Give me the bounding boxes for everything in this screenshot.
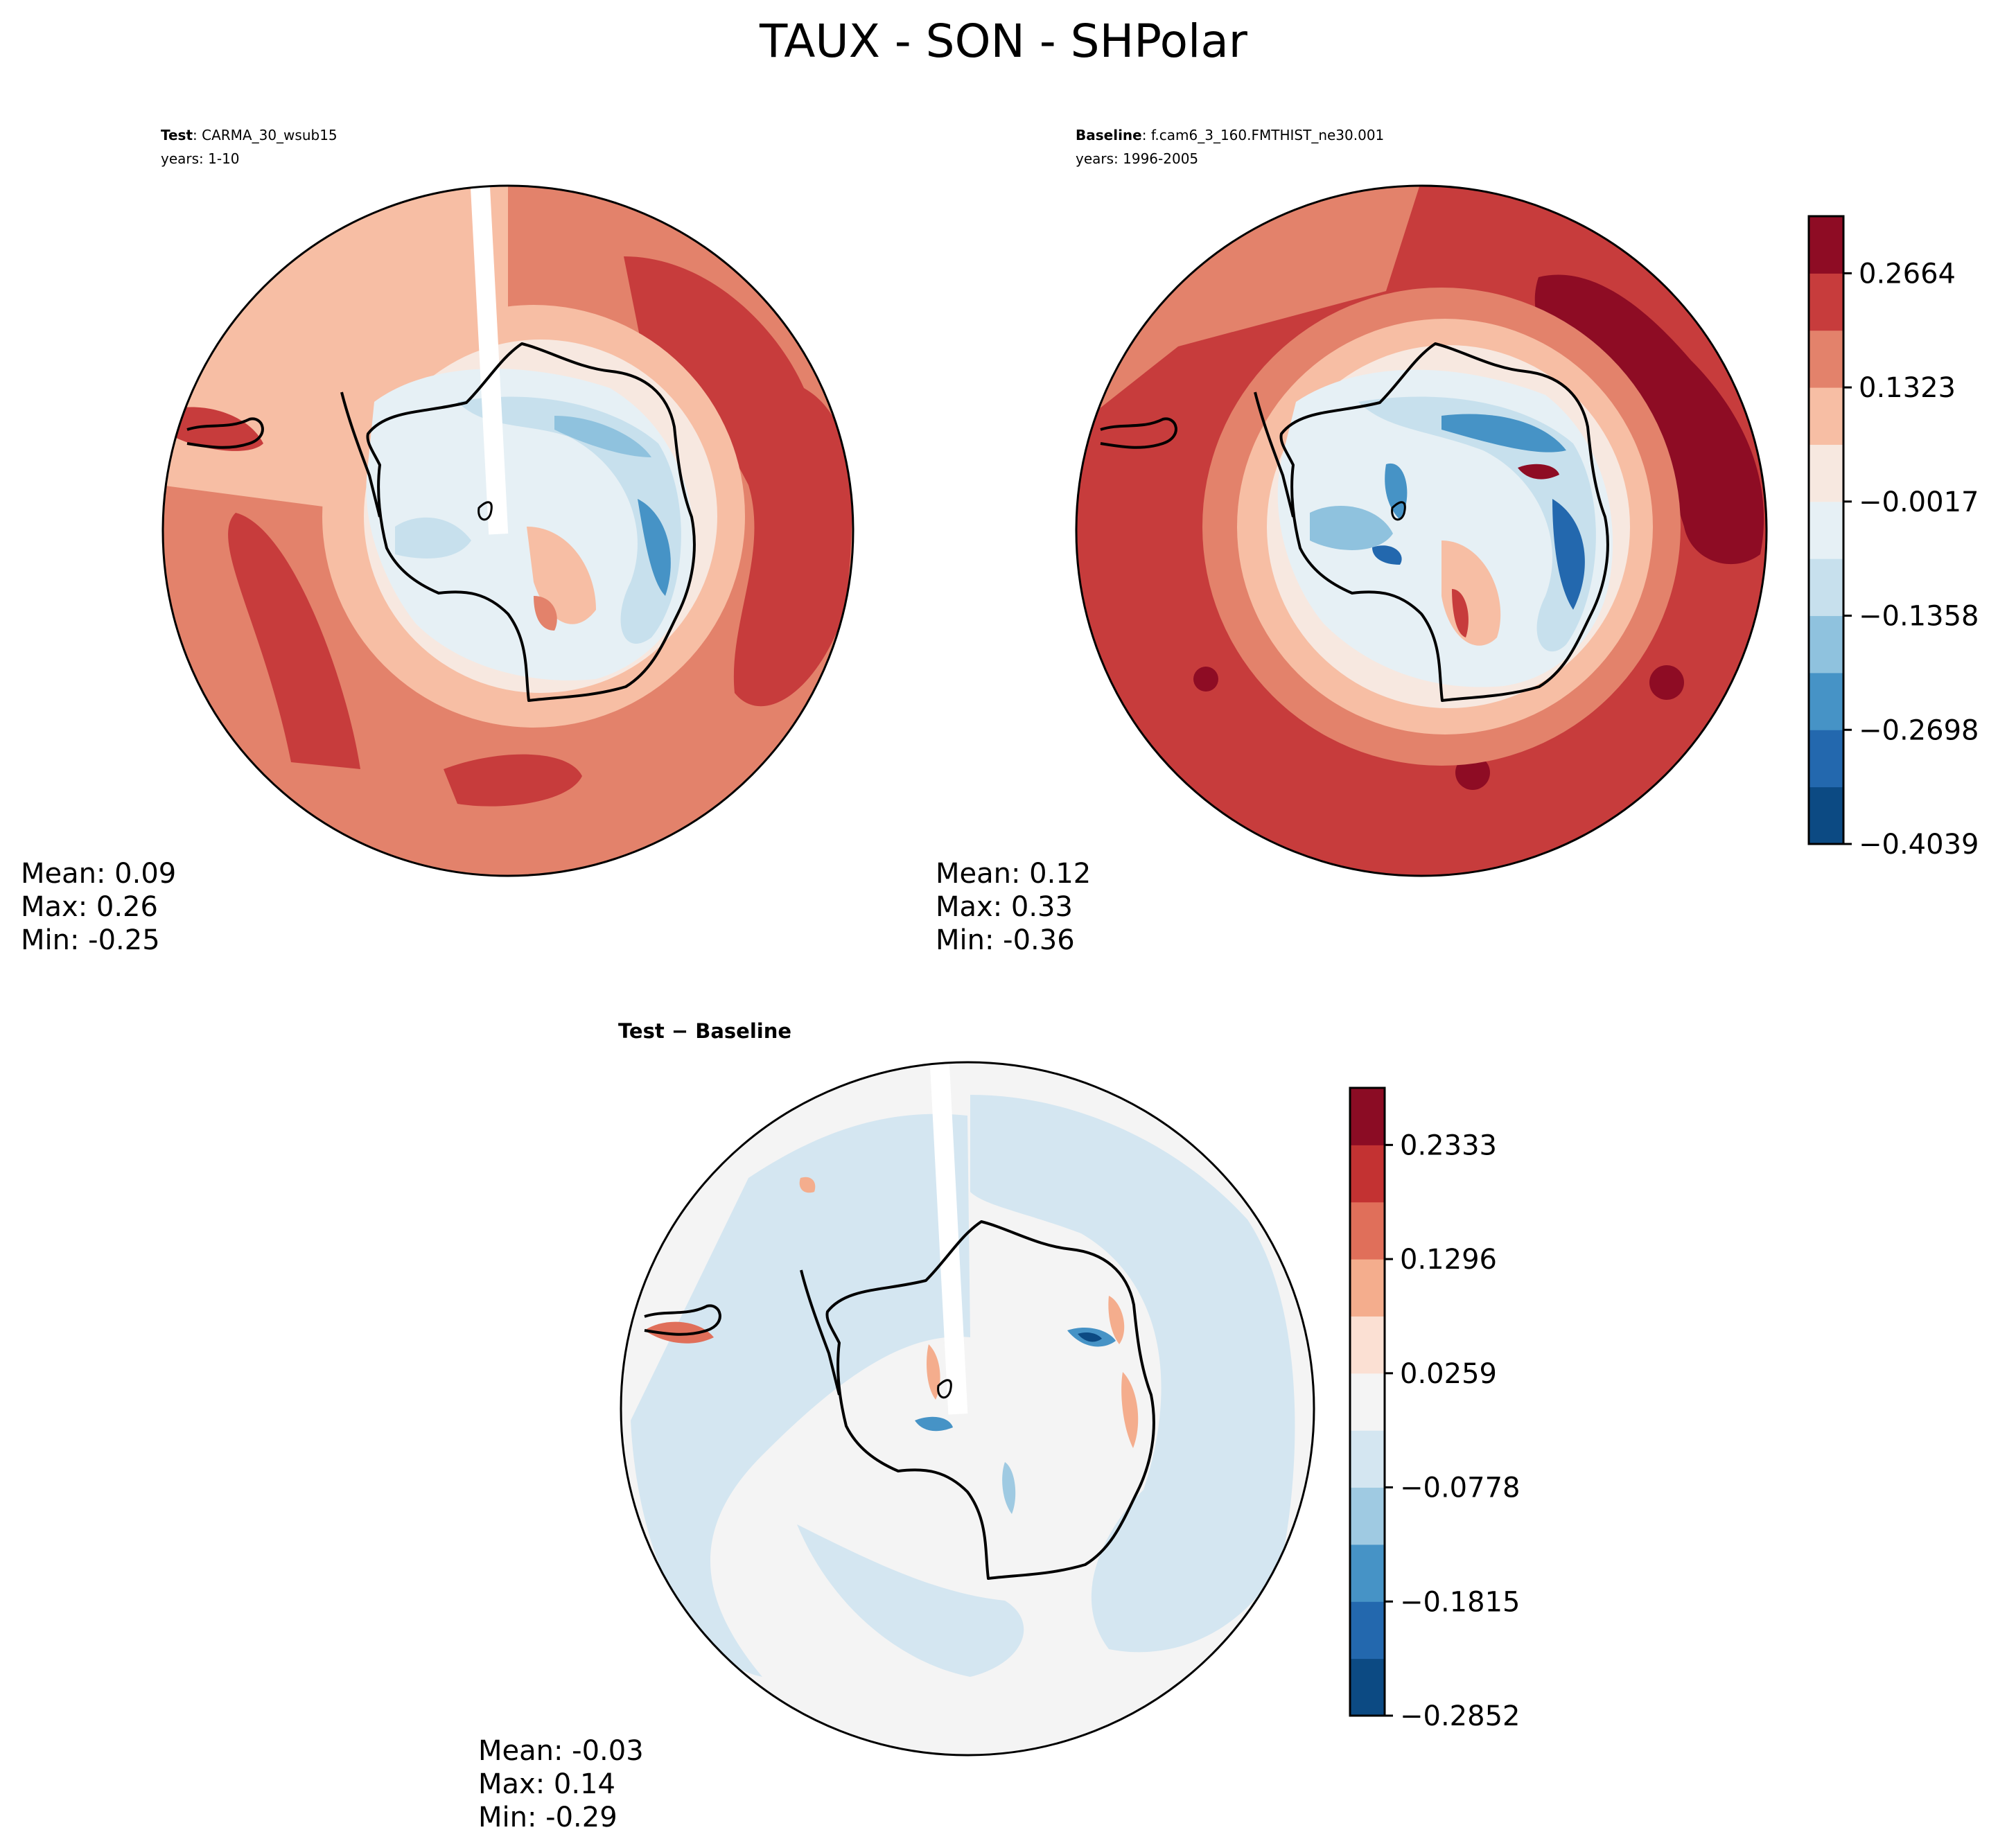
test-panel: Test: CARMA_30_wsub15 years: 1-10 Mean: … xyxy=(21,127,854,956)
colorbar-segment xyxy=(1809,501,1843,559)
colorbar-segment xyxy=(1809,330,1843,388)
colorbar-segment xyxy=(1809,730,1843,788)
colorbar-segment xyxy=(1350,1487,1385,1545)
colorbar-tick-label: 0.0259 xyxy=(1400,1358,1497,1390)
colorbar-segment xyxy=(1350,1373,1385,1431)
baseline-case-label: Baseline: f.cam6_3_160.FMTHIST_ne30.001 xyxy=(1076,127,1384,143)
diff-max-stat: Max: 0.14 xyxy=(478,1768,615,1800)
colorbar-tick-label: −0.1358 xyxy=(1859,601,1979,633)
diff-title: Test − Baseline xyxy=(618,1019,791,1043)
diff-colorbar: 0.2333 0.1296 0.0259 −0.0778 −0.1815 −0.2852 xyxy=(1349,1086,1520,1732)
test-map-boundary xyxy=(161,184,854,877)
colorbar-frame xyxy=(1349,1086,1386,1717)
colorbar-tick-label: 0.2333 xyxy=(1400,1129,1497,1161)
colorbar-segment xyxy=(1809,387,1843,445)
colorbar-segment xyxy=(1350,1145,1385,1203)
colorbar-segment xyxy=(1350,1544,1385,1602)
baseline-years-label: years: 1996-2005 xyxy=(1076,150,1198,167)
colorbar-tick-label: 0.2664 xyxy=(1859,258,1956,290)
diff-map-boundary xyxy=(620,1061,1315,1757)
test-max-stat: Max: 0.26 xyxy=(21,891,158,923)
colorbar-tick-label: −0.1815 xyxy=(1400,1586,1520,1618)
baseline-max-stat: Max: 0.33 xyxy=(936,891,1073,923)
colorbar-segment xyxy=(1350,1088,1385,1145)
test-map xyxy=(163,186,853,876)
colorbar-segment xyxy=(1350,1658,1385,1716)
colorbar-tick-label: −0.2852 xyxy=(1400,1700,1520,1732)
colorbar-segment xyxy=(1350,1259,1385,1317)
colorbar-segment xyxy=(1809,615,1843,674)
test-years-label: years: 1-10 xyxy=(161,150,240,167)
colorbar-segment xyxy=(1350,1430,1385,1488)
diff-map xyxy=(621,1062,1314,1755)
main-colorbar: 0.2664 0.1323 −0.0017 −0.1358 −0.2698 −0.4039 xyxy=(1807,215,1979,861)
test-case-label: Test: CARMA_30_wsub15 xyxy=(161,127,338,143)
baseline-map-boundary xyxy=(1075,184,1768,877)
diff-mean-stat: Mean: -0.03 xyxy=(478,1735,644,1767)
baseline-min-stat: Min: -0.36 xyxy=(936,924,1075,956)
baseline-panel: Baseline: f.cam6_3_160.FMTHIST_ne30.001 … xyxy=(936,127,1768,956)
colorbar-segment xyxy=(1809,216,1843,274)
baseline-mean-stat: Mean: 0.12 xyxy=(936,858,1091,890)
diff-panel: Test − Baseline Mean: -0.03 Max: 0.14 Mi… xyxy=(478,1019,1315,1833)
test-mean-stat: Mean: 0.09 xyxy=(21,858,176,890)
colorbar-tick-label: −0.0778 xyxy=(1400,1472,1520,1504)
colorbar-segment xyxy=(1350,1202,1385,1260)
colorbar-segment xyxy=(1350,1601,1385,1660)
colorbar-frame xyxy=(1807,215,1845,845)
colorbar-tick-label: −0.2698 xyxy=(1859,714,1979,746)
colorbar-segment xyxy=(1809,672,1843,730)
colorbar-tick-label: −0.0017 xyxy=(1859,486,1979,518)
diff-min-stat: Min: -0.29 xyxy=(478,1802,617,1833)
figure-title: TAUX - SON - SHPolar xyxy=(759,15,1248,68)
colorbar-segment xyxy=(1809,273,1843,331)
colorbar-segment xyxy=(1350,1316,1385,1374)
colorbar-tick-label: 0.1323 xyxy=(1859,372,1956,404)
colorbar-segment xyxy=(1809,786,1843,845)
test-min-stat: Min: -0.25 xyxy=(21,924,160,956)
baseline-map xyxy=(1076,186,1767,876)
colorbar-tick-label: 0.1296 xyxy=(1400,1244,1497,1276)
colorbar-segment xyxy=(1809,558,1843,617)
colorbar-tick-label: −0.4039 xyxy=(1859,829,1979,861)
colorbar-segment xyxy=(1809,444,1843,502)
